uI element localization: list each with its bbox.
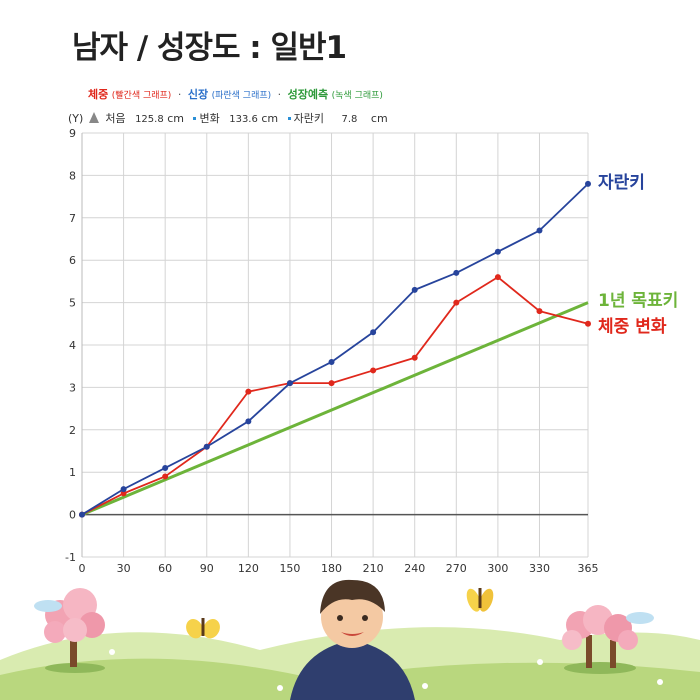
legend-height-label: 신장 [187,88,209,101]
start-label: 처음 [105,112,126,125]
series-line [81,276,589,516]
data-point [120,490,127,497]
change-value: 133.6 [229,114,258,125]
legend-separator: · [177,88,182,101]
growth-label: 자란키 [293,112,324,125]
up-arrow-icon [88,112,99,123]
y-axis-marker: (Y) [68,112,84,125]
start-value: 125.8 [135,114,164,125]
data-point [370,329,377,336]
change-label: 변화 [199,112,220,125]
data-point [162,464,169,471]
x-tick-label: 270 [446,562,467,575]
x-tick-label: 150 [279,562,300,575]
y-tick-label: 7 [69,212,76,225]
x-tick-label: 210 [363,562,384,575]
data-point [286,380,293,387]
bullet-icon [193,116,197,120]
series-end-label: 체중 변화 [598,317,667,337]
y-tick-label: 5 [69,297,76,310]
data-point [328,358,335,365]
y-tick-label: 4 [69,339,76,352]
legend-height-note: (파란색 그래프) [211,91,272,101]
chart-legend-caption: 체중 (빨간색 그래프) · 신장 (파란색 그래프) · 성장예측 (녹색 그… [88,86,383,102]
x-tick-label: 90 [200,562,214,575]
y-tick-label: 6 [69,254,76,267]
data-point [203,443,210,450]
growth-unit: cm [370,112,388,125]
data-point [328,380,335,387]
data-point [536,308,543,315]
y-tick-label: 9 [69,127,76,140]
y-tick-label: -1 [65,551,76,564]
y-tick-label: 0 [69,509,76,522]
legend-separator: · [277,88,282,101]
legend-predict-note: (녹색 그래프) [331,91,383,101]
start-unit: cm [167,112,184,125]
x-tick-label: 120 [238,562,259,575]
data-point [585,180,591,187]
data-point [120,486,127,493]
data-point [162,473,169,480]
data-point [494,274,501,281]
data-point [453,299,460,306]
change-unit: cm [261,112,279,125]
data-point [245,388,252,395]
bullet-icon [287,116,291,120]
x-tick-label: 180 [321,562,342,575]
y-tick-label: 3 [69,381,76,394]
data-point [453,269,460,276]
series-end-label: 1년 목표키 [598,291,678,311]
legend-weight-note: (빨간색 그래프) [111,91,172,101]
x-tick-label: 240 [404,562,425,575]
series-line [81,183,589,516]
x-tick-label: 30 [117,562,131,575]
data-point [245,418,252,425]
legend-weight-label: 체중 [88,88,109,101]
data-point [494,248,501,255]
growth-info-bar: (Y) 처음 125.8 cm 변화 133.6 cm 자란키 7.8 cm [68,110,388,126]
x-tick-label: 60 [158,562,172,575]
series-line [81,301,589,516]
x-tick-label: 330 [529,562,550,575]
page-title: 남자 / 성장도 : 일반1 [72,30,347,66]
x-tick-label: 365 [578,562,599,575]
y-tick-label: 8 [69,169,76,182]
y-tick-label: 1 [69,466,76,479]
series-end-label: 자란키 [598,173,645,193]
legend-predict-label: 성장예측 [287,88,329,101]
data-point [585,320,591,327]
data-point [411,354,418,361]
data-point [536,227,543,234]
data-point [411,286,418,293]
x-tick-label: 300 [487,562,508,575]
x-tick-label: 0 [79,562,86,575]
data-point [370,367,377,374]
growth-value: 7.8 [341,114,358,125]
data-point [79,511,85,518]
y-tick-label: 2 [69,424,76,437]
